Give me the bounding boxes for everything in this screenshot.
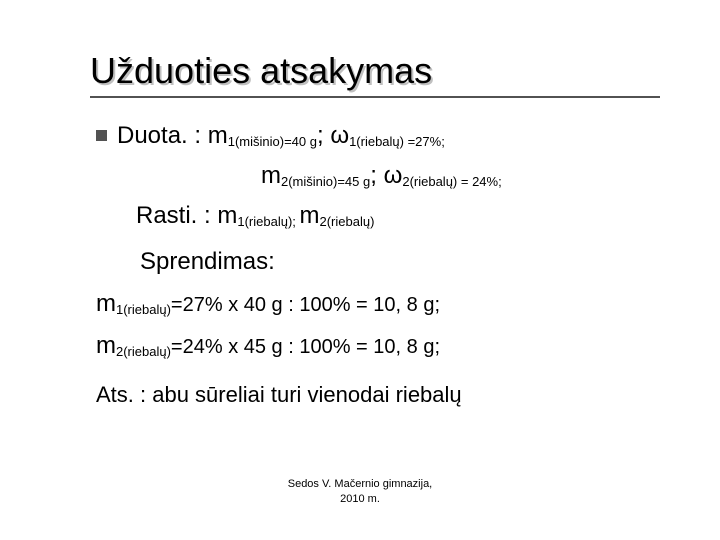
sprendimas-label: Sprendimas: xyxy=(96,244,720,280)
duota-label: Duota. : xyxy=(117,122,208,149)
sep1: ; xyxy=(317,122,330,149)
c2-sub: 2(riebalų) xyxy=(116,344,171,359)
footer: Sedos V. Mačernio gimnazija, 2010 m. xyxy=(0,477,720,506)
rasti-label: Rasti. : xyxy=(136,202,217,229)
c1-sub: 1(riebalų) xyxy=(116,302,171,317)
w2-sym: ω xyxy=(384,162,403,189)
content-body: Duota. : m1(mišinio)=40 g; ω1(riebalų) =… xyxy=(90,118,720,411)
r2-sub: 2(riebalų) xyxy=(320,214,375,229)
sprend-text: Sprendimas: xyxy=(140,248,275,275)
calc-line-1: m1(riebalų)=27% x 40 g : 100% = 10, 8 g; xyxy=(96,286,720,322)
m2-sym: m xyxy=(261,162,281,189)
sep2: ; xyxy=(370,162,383,189)
footer-line-1: Sedos V. Mačernio gimnazija, xyxy=(0,477,720,491)
m1-sub: 1(mišinio) xyxy=(228,134,284,149)
m2-val: =45 g xyxy=(337,174,370,189)
footer-line-2: 2010 m. xyxy=(0,492,720,506)
bullet-icon xyxy=(96,130,107,141)
duota-line-1: Duota. : m1(mišinio)=40 g; ω1(riebalų) =… xyxy=(96,118,720,154)
c1-sym: m xyxy=(96,290,116,317)
calc-line-2: m2(riebalų)=24% x 45 g : 100% = 10, 8 g; xyxy=(96,328,720,364)
c2-sym: m xyxy=(96,332,116,359)
m1-val: =40 g xyxy=(284,134,317,149)
w1-sym: ω xyxy=(330,122,349,149)
rasti-line: Rasti. : m1(riebalų); m2(riebalų) xyxy=(96,198,720,234)
r1-sub: 1(riebalų); xyxy=(237,214,299,229)
slide-title: Užduoties atsakymas xyxy=(90,50,432,92)
w2-val: = 24%; xyxy=(461,174,502,189)
ats-text: Ats. : abu sūreliai turi vienodai riebal… xyxy=(96,382,462,407)
w1-sub: 1(riebalų) xyxy=(349,134,408,149)
ats-line: Ats. : abu sūreliai turi vienodai riebal… xyxy=(96,378,720,411)
title-underline xyxy=(90,96,660,98)
duota-line-2: m2(mišinio)=45 g; ω2(riebalų) = 24%; xyxy=(96,158,720,194)
m1-sym: m xyxy=(208,122,228,149)
m2-sub: 2(mišinio) xyxy=(281,174,337,189)
c1-rest: =27% x 40 g : 100% = 10, 8 g; xyxy=(171,294,440,316)
w2-sub: 2(riebalų) xyxy=(402,174,461,189)
r2-sym: m xyxy=(300,202,320,229)
c2-rest: =24% x 45 g : 100% = 10, 8 g; xyxy=(171,336,440,358)
title-block: Užduoties atsakymas Užduoties atsakymas xyxy=(90,50,720,98)
w1-val: =27%; xyxy=(408,134,445,149)
r1-sym: m xyxy=(217,202,237,229)
slide: Užduoties atsakymas Užduoties atsakymas … xyxy=(0,0,720,540)
